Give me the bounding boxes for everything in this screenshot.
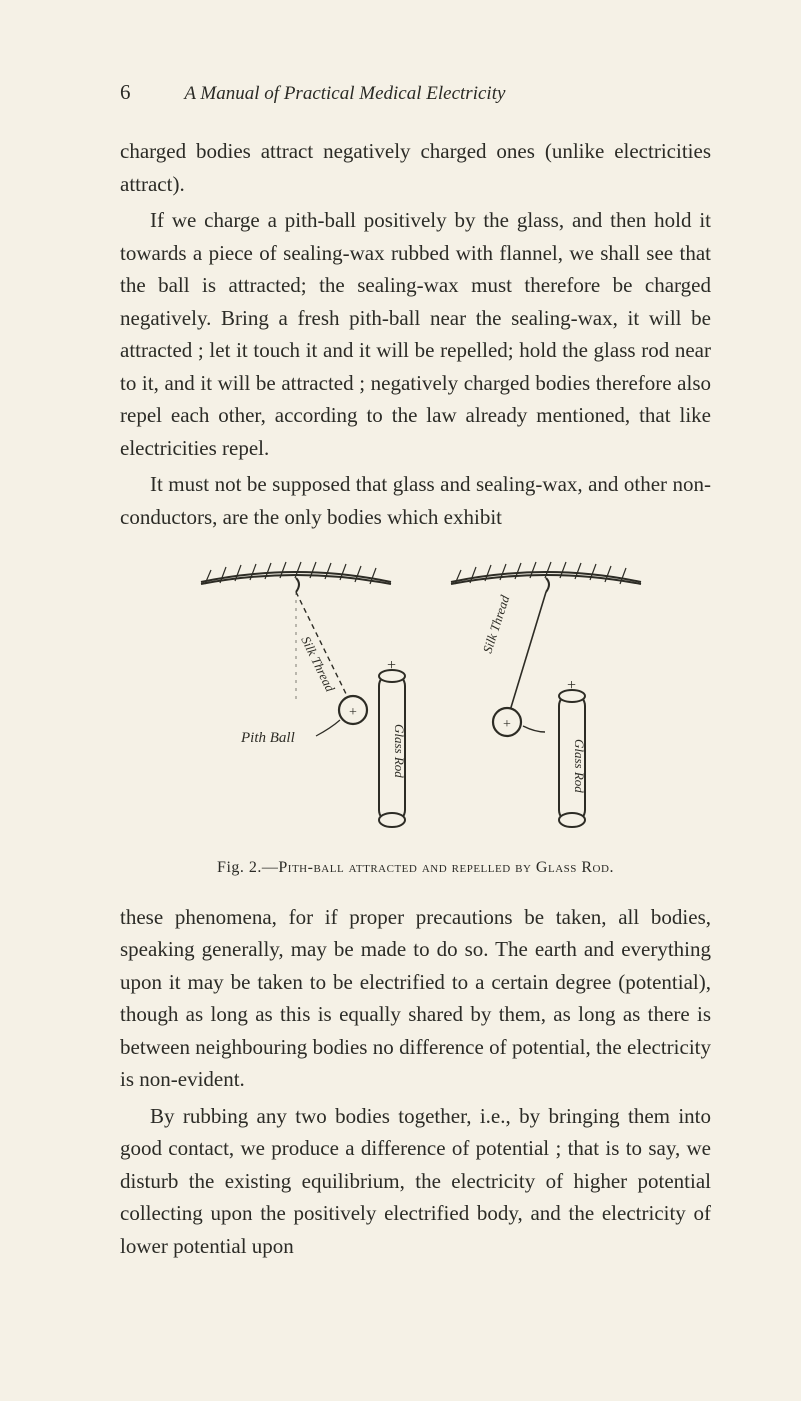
figure-number: Fig. 2. — [217, 859, 262, 876]
body-text-lower: these phenomena, for if proper precautio… — [120, 901, 711, 1263]
paragraph-3: It must not be supposed that glass and s… — [120, 468, 711, 533]
svg-text:+: + — [567, 677, 576, 694]
paragraph-4: these phenomena, for if proper precautio… — [120, 901, 711, 1096]
label-silk-thread-left: Silk Thread — [298, 633, 338, 694]
scanned-page: 6 A Manual of Practical Medical Electric… — [0, 0, 801, 1401]
paragraph-5: By rubbing any two bodies together, i.e.… — [120, 1100, 711, 1263]
label-pith-ball: Pith Ball — [240, 730, 295, 746]
label-glass-rod-right: Glass Rod — [572, 739, 587, 793]
svg-text:+: + — [387, 657, 396, 674]
figure-caption: Fig. 2.—Pith-ball attracted and repelled… — [120, 859, 711, 877]
page-number: 6 — [120, 80, 180, 105]
figure-2: + Silk Thread Pith Ball + Glass Rod — [120, 554, 711, 839]
svg-text:+: + — [503, 717, 511, 732]
figure-caption-text: —Pith-ball attracted and repelled by Gla… — [262, 859, 614, 876]
svg-text:+: + — [349, 705, 357, 720]
paragraph-2: If we charge a pith-ball positively by t… — [120, 204, 711, 464]
label-glass-rod-left: Glass Rod — [392, 724, 407, 778]
running-title: A Manual of Practical Medical Electricit… — [184, 83, 505, 104]
page-header: 6 A Manual of Practical Medical Electric… — [120, 80, 711, 105]
figure-svg: + Silk Thread Pith Ball + Glass Rod — [181, 554, 651, 834]
body-text-upper: charged bodies attract negatively charge… — [120, 135, 711, 534]
label-silk-thread-right: Silk Thread — [479, 592, 512, 654]
paragraph-1: charged bodies attract negatively charge… — [120, 135, 711, 200]
